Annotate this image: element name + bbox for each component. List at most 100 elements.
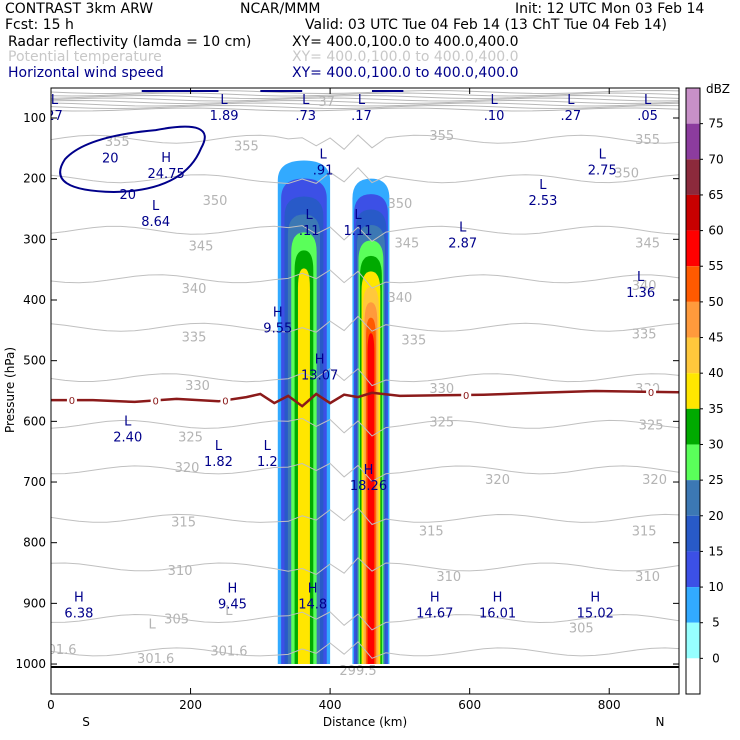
wind-extremum-marker: L: [302, 93, 310, 108]
theta-contour-line: [51, 367, 679, 387]
theta-contour-label: 310: [635, 570, 660, 585]
colorbar-level-label: 0: [712, 651, 720, 665]
theta-contour-label: 301.6: [210, 645, 247, 660]
wind-extremum-marker: L: [644, 93, 652, 108]
isotach-label: 20: [119, 188, 136, 203]
wind-extremum-value: 27: [46, 109, 63, 124]
wind-extremum-marker: H: [161, 151, 171, 166]
freezing-label-bg: [220, 394, 231, 406]
y-tick-label: 100: [23, 111, 46, 125]
wind-extremum-value: .10: [484, 109, 505, 124]
freezing-level-layer: 0 0 0 0 0: [51, 385, 679, 408]
colorbar-swatch: [686, 194, 700, 231]
wind-extremum-value: 2.53: [528, 194, 557, 209]
colorbar-level-label: 35: [708, 402, 723, 416]
freezing-level-label: 0: [152, 396, 158, 407]
freezing-level-label: 0: [648, 388, 654, 399]
theta-contour-label: 330: [429, 382, 454, 397]
theta-contour-label: 355: [635, 133, 660, 148]
colorbar-swatch: [686, 123, 700, 160]
theta-contour-label: 345: [189, 239, 214, 254]
theta-contour-line: [51, 507, 679, 526]
wind-extremum-marker: L: [637, 270, 645, 285]
wind-extremum-marker: L: [264, 439, 272, 454]
reflectivity-cell: [297, 268, 310, 665]
wind-extremum-value: .11: [299, 224, 320, 239]
wind-extremum-marker: H: [364, 463, 374, 478]
freezing-label-bg: [646, 385, 657, 397]
wind-extremum-value: .17: [351, 109, 372, 124]
wind-extremum-marker: H: [315, 353, 325, 368]
wind-extremum-value: 2.40: [113, 430, 142, 445]
reflectivity-layer: [277, 160, 390, 665]
x-endpoint-south: S: [82, 715, 90, 729]
isotach-label: 20: [102, 151, 119, 166]
y-tick-label: 200: [23, 172, 46, 186]
wind-extremum-marker: L: [599, 148, 607, 163]
wind-extremum-value: 18.26: [350, 479, 387, 494]
y-tick-label: 300: [23, 232, 46, 246]
forecast-hour: Fcst: 15 h: [5, 17, 74, 33]
field-wind-label: Horizontal wind speed: [8, 65, 164, 81]
theta-contour-label: 320: [175, 461, 200, 476]
wind-extremum-value: .91: [313, 164, 334, 179]
colorbar-level-label: 60: [708, 224, 723, 238]
theta-extremum-marker: L: [225, 604, 233, 619]
init-time: Init: 12 UTC Mon 03 Feb 14: [515, 1, 705, 17]
field-wind-xy: XY= 400.0,100.0 to 400.0,400.0: [292, 65, 519, 81]
theta-contour-line: [51, 107, 679, 112]
field-theta-xy: XY= 400.0,100.0 to 400.0,400.0: [292, 49, 519, 65]
colorbar-swatch: [686, 515, 700, 552]
wind-extremum-marker: L: [358, 93, 366, 108]
x-tick-label: 400: [319, 698, 342, 712]
colorbar-level-label: 25: [708, 473, 723, 487]
theta-contour-line: [51, 269, 679, 289]
colorbar-level-label: 45: [708, 331, 723, 345]
wind-extremum-value: 1.2: [257, 455, 278, 470]
theta-contour-label: 305: [569, 622, 594, 637]
wind-extremum-marker: L: [124, 414, 132, 429]
wind-extremum-marker: H: [273, 305, 283, 320]
theta-contour-label: 350: [203, 194, 228, 209]
colorbar-level-label: 65: [708, 188, 723, 202]
wind-extremum-marker: L: [306, 208, 314, 223]
valid-time: Valid: 03 UTC Tue 04 Feb 14 (13 ChT Tue …: [305, 17, 668, 33]
theta-contour-line: [51, 557, 679, 575]
wind-extremum-value: .05: [637, 109, 658, 124]
colorbar-level-label: 30: [708, 437, 723, 451]
wind-extremum-value: 2.75: [588, 164, 617, 179]
colorbar-swatch: [686, 408, 700, 445]
theta-contour-line: [51, 94, 679, 99]
y-tick-label: 400: [23, 293, 46, 307]
x-axis-label: Distance (km): [323, 715, 407, 729]
theta-contour-label: 320: [642, 473, 667, 488]
wind-extremum-value: 1.11: [344, 224, 373, 239]
wind-extremum-marker: H: [308, 581, 318, 596]
colorbar-swatch: [686, 88, 700, 124]
theta-contour-label: 310: [436, 570, 461, 585]
theta-contour-line: [51, 134, 679, 150]
wind-extremum-value: 6.38: [64, 606, 93, 621]
colorbar-frame: [685, 87, 701, 695]
wind-extremum-marker: L: [215, 439, 223, 454]
theta-contour-label: 320: [485, 473, 510, 488]
theta-contour-label: 310: [168, 564, 193, 579]
wind-extremum-value: 2.87: [448, 236, 477, 251]
wind-extremum-value: 1.82: [204, 455, 233, 470]
wind-extremum-value: .73: [295, 109, 316, 124]
theta-contour-label: 335: [401, 333, 426, 348]
wind-extremum-marker: L: [539, 178, 547, 193]
x-tick-label: 200: [179, 698, 202, 712]
theta-contour-label: 301.6: [39, 643, 76, 658]
x-tick-label: 600: [458, 698, 481, 712]
theta-contour-label: 355: [429, 129, 454, 144]
wind-extremum-value: .27: [561, 109, 582, 124]
theta-contour-label: 315: [632, 525, 657, 540]
colorbar-swatch: [686, 266, 700, 302]
colorbar-level-label: 20: [708, 509, 723, 523]
wind-extremum-marker: H: [430, 590, 440, 605]
isotach-contour: [59, 125, 206, 194]
wind-extremum-marker: L: [354, 208, 362, 223]
wind-extremum-marker: L: [51, 93, 59, 108]
